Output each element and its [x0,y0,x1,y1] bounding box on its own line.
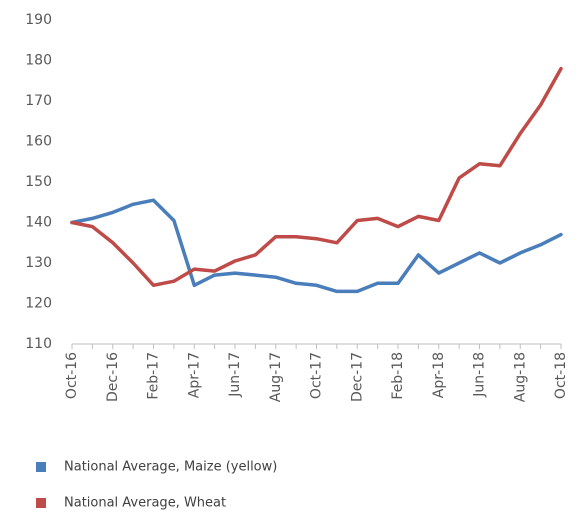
x-tick-label: Feb-18 [390,352,406,400]
series-line [70,66,563,288]
y-tick-label: 160 [25,134,52,150]
x-tick-label: Jun-18 [472,352,488,398]
x-tick-label: Oct-16 [64,352,80,399]
y-tick-label: 150 [25,174,52,190]
y-tick-label: 140 [25,215,52,231]
x-tick-label: Oct-17 [309,352,325,399]
y-tick-label: 180 [25,53,52,69]
y-tick-label: 130 [25,255,52,271]
x-tick-label: Oct-18 [553,352,569,399]
x-tick-label: Aug-18 [512,352,528,402]
legend-swatch [36,462,46,472]
x-tick-label: Aug-17 [268,352,284,402]
legend-label: National Average, Wheat [64,496,226,511]
x-tick-label: Apr-18 [431,352,447,398]
y-tick-label: 170 [25,93,52,109]
x-tick-label: Dec-17 [349,352,365,402]
legend-label: National Average, Maize (yellow) [64,460,277,475]
legend-swatch [36,498,46,508]
y-tick-label: 190 [25,12,52,28]
series-line [70,198,563,294]
x-tick-label: Feb-17 [146,352,162,400]
x-tick-label: Jun-17 [227,352,243,398]
x-tick-label: Dec-16 [105,352,121,402]
x-tick-label: Apr-17 [186,352,202,398]
y-tick-label: 120 [25,296,52,312]
y-tick-label: 110 [25,336,52,352]
